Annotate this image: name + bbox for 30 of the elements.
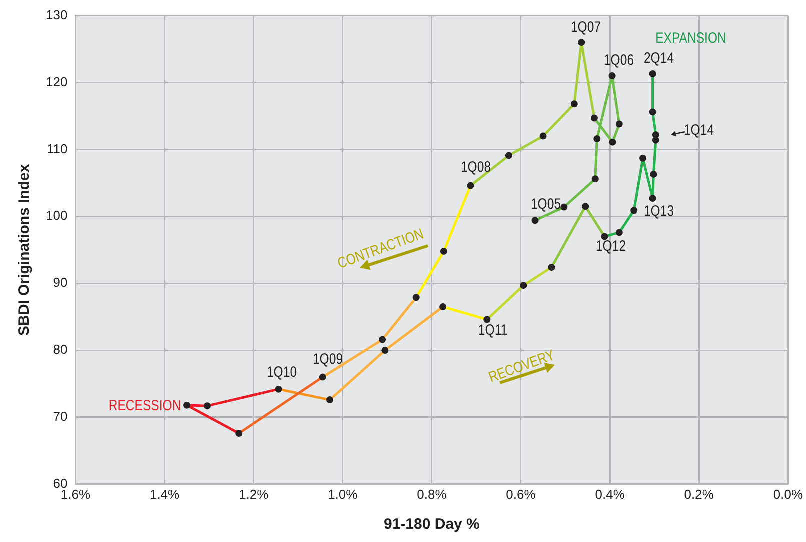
y-tick-label: 70 bbox=[53, 409, 68, 424]
y-tick-label: 130 bbox=[46, 7, 68, 22]
annotation: 1Q09 bbox=[312, 351, 344, 368]
annotation: 1Q07 bbox=[570, 19, 602, 36]
annotation: 1Q12 bbox=[596, 238, 626, 254]
annotation: EXPANSION bbox=[656, 30, 726, 46]
annotation: 1Q11 bbox=[478, 322, 508, 338]
x-tick-label: 0.6% bbox=[506, 486, 536, 502]
y-axis-title: SBDI Originations Index bbox=[16, 164, 34, 336]
annotation: 1Q06 bbox=[604, 52, 634, 68]
annotation: 1Q14 bbox=[684, 122, 714, 138]
annotation: 1Q10 bbox=[266, 364, 298, 380]
x-tick-label: 0.0% bbox=[773, 486, 804, 502]
annotation: 1Q05 bbox=[530, 196, 562, 212]
x-tick-label: 1.0% bbox=[328, 486, 358, 502]
x-tick-label: 0.2% bbox=[684, 486, 714, 502]
annotation: RECESSION bbox=[108, 397, 182, 414]
x-axis-title: 91-180 Day % bbox=[384, 516, 480, 534]
y-tick-label: 80 bbox=[53, 342, 68, 358]
annotation: 1Q13 bbox=[644, 203, 674, 220]
x-tick-label: 0.8% bbox=[417, 486, 448, 502]
y-tick-label: 120 bbox=[46, 74, 68, 90]
x-tick-label: 1.4% bbox=[150, 486, 180, 502]
y-tick-label: 110 bbox=[46, 141, 68, 156]
y-tick-label: 90 bbox=[53, 275, 68, 290]
annotation: 1Q08 bbox=[460, 159, 492, 176]
x-tick-label: 0.4% bbox=[595, 486, 626, 502]
y-tick-label: 100 bbox=[46, 208, 68, 224]
x-tick-label: 1.2% bbox=[238, 486, 270, 502]
annotation: 2Q14 bbox=[644, 50, 674, 66]
